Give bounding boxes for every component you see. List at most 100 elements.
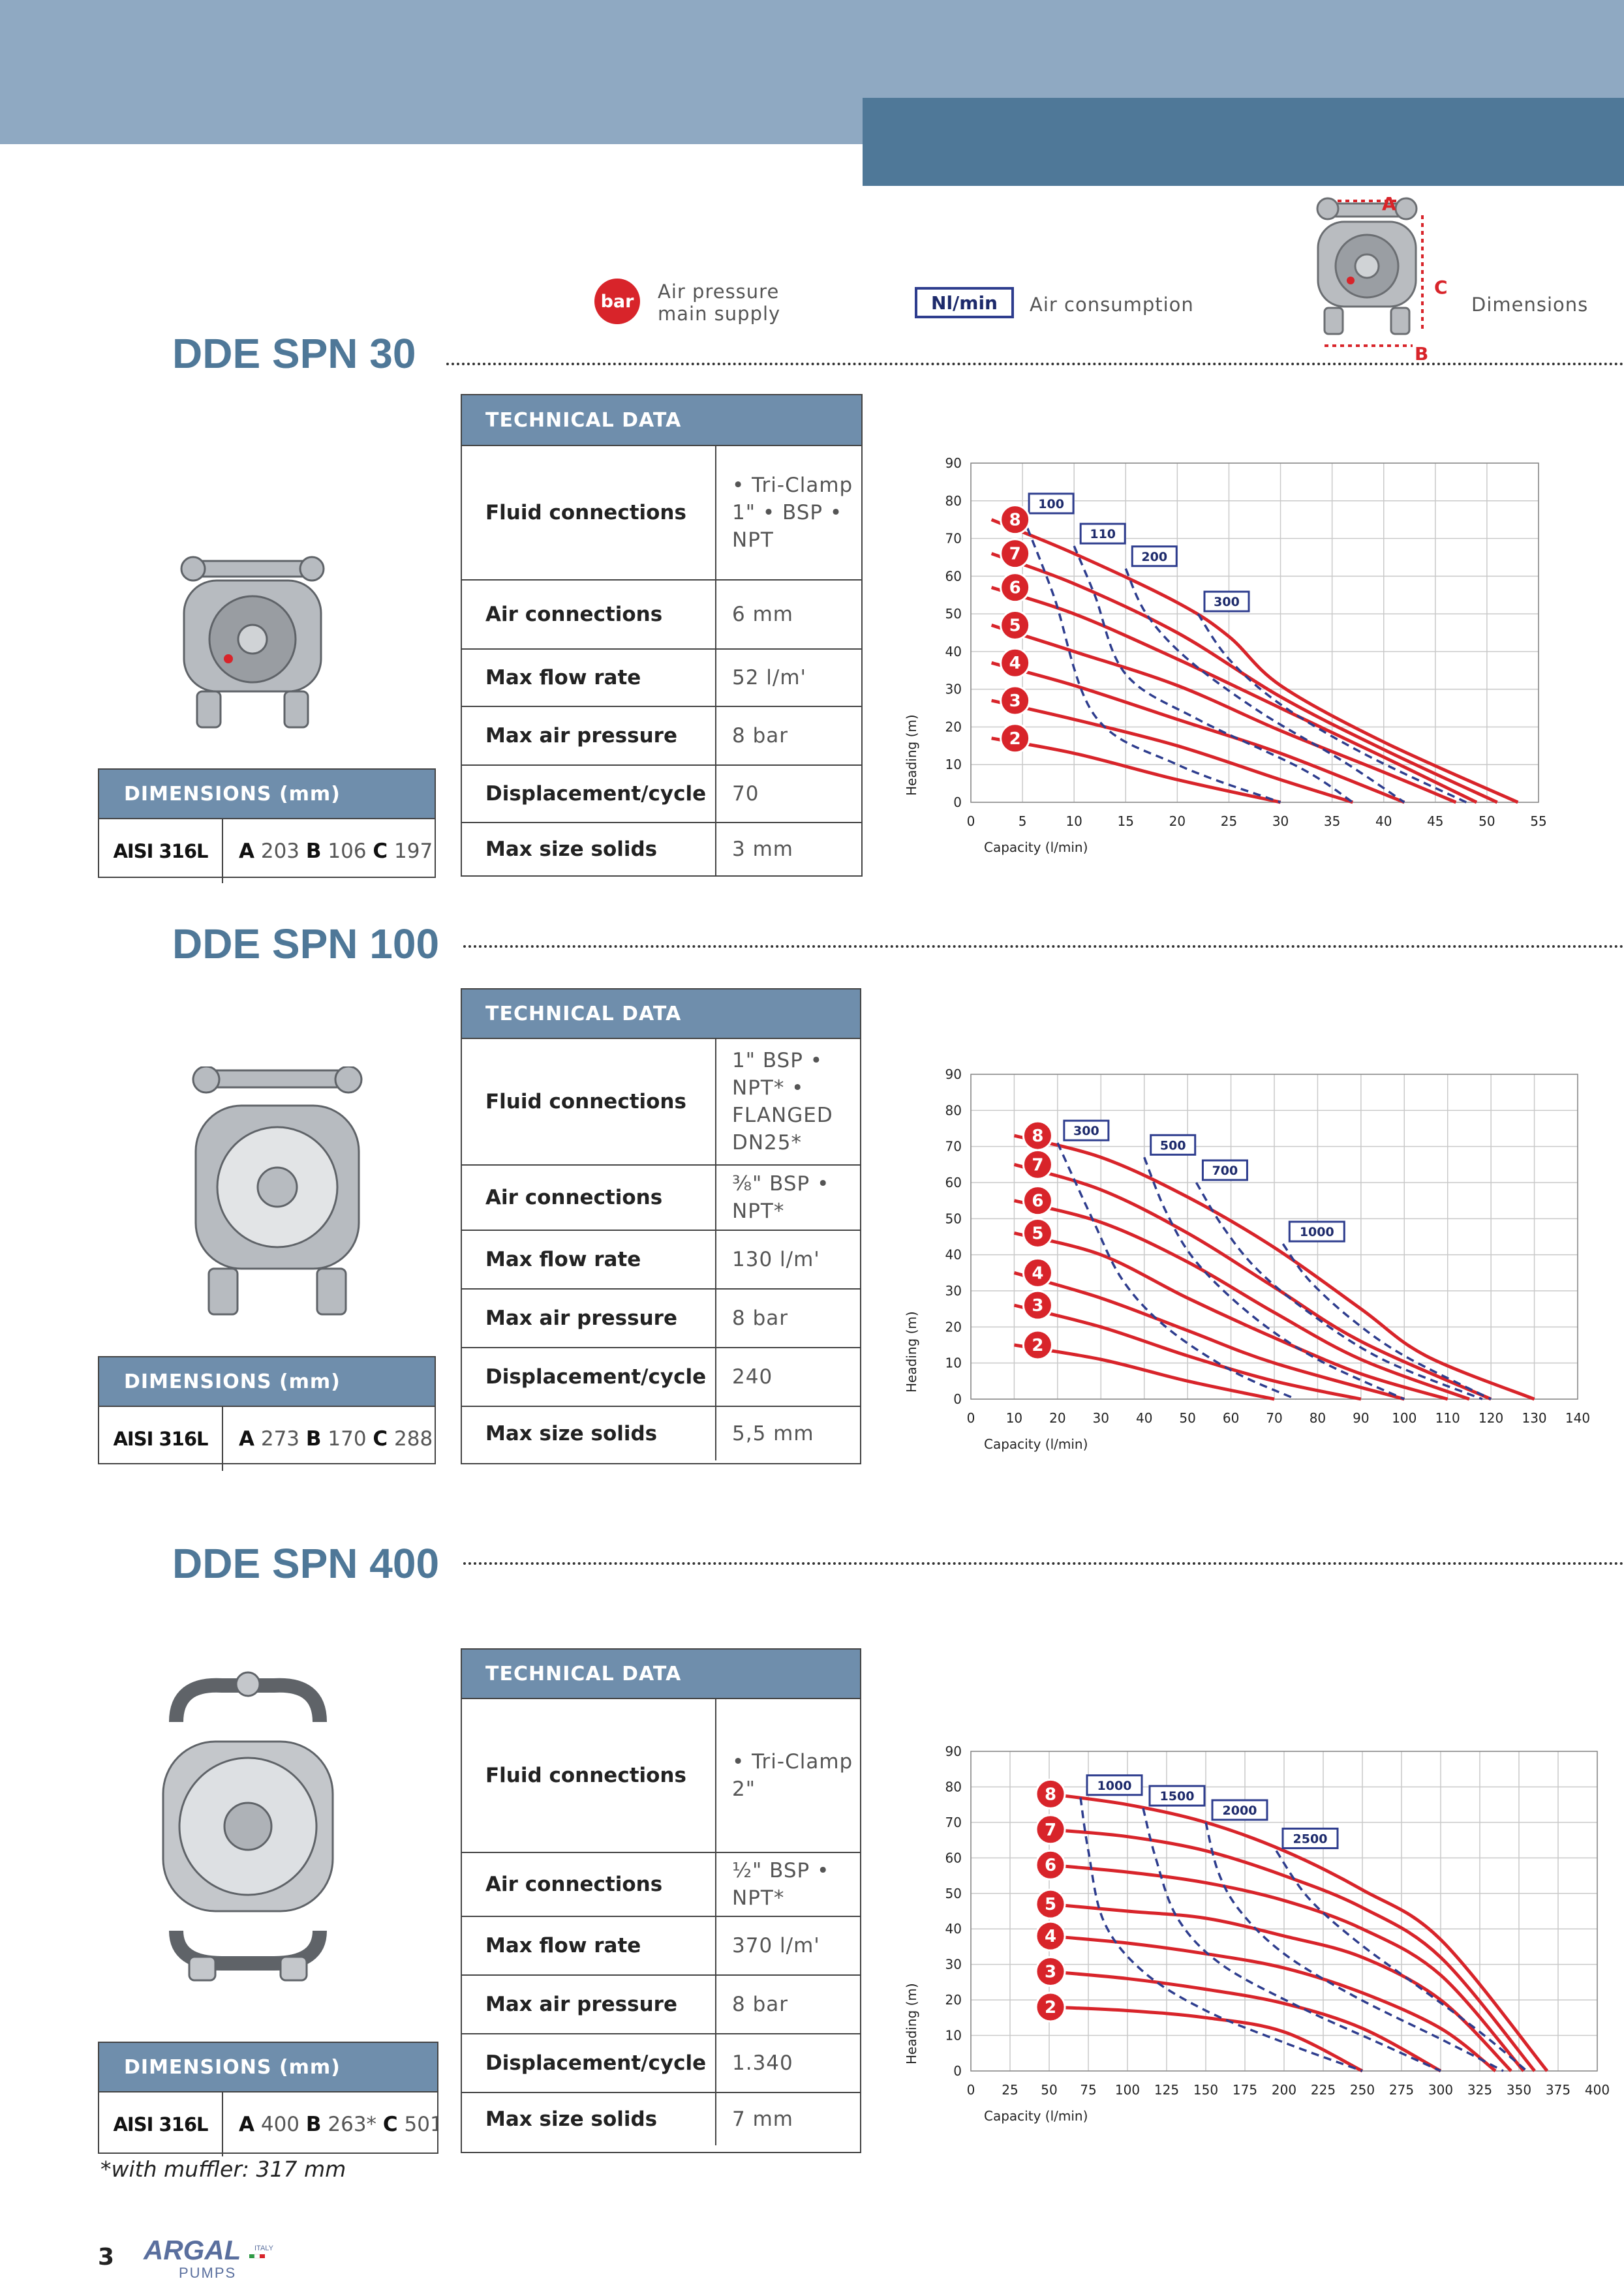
pressure-badge-label: 5 — [1045, 1895, 1056, 1914]
dimensions-table: DIMENSIONS (mm) AISI 316L A 273 B 170 C … — [98, 1356, 436, 1471]
air-consumption-label: 1500 — [1160, 1789, 1195, 1804]
air-consumption-curve — [1195, 1182, 1483, 1400]
x-tick-label: 0 — [967, 1410, 975, 1426]
table-row: Air connections 6 mm — [462, 579, 861, 648]
dim-b-value: 170 — [328, 1427, 367, 1451]
y-tick-label: 90 — [945, 1744, 962, 1759]
dim-letter-a: A — [1382, 193, 1397, 215]
dimensions-pump-icon — [1316, 197, 1424, 347]
row-value: ⅜" BSP • NPT* — [732, 1172, 830, 1223]
pressure-badge — [1022, 1290, 1053, 1321]
pressure-badge — [1022, 1257, 1053, 1288]
y-tick-label: 80 — [945, 1779, 962, 1794]
y-tick-label: 20 — [945, 1992, 962, 2008]
x-tick-label: 120 — [1478, 1410, 1503, 1426]
dim-b-label: B — [305, 839, 322, 863]
row-label: Max size solids — [462, 2093, 716, 2145]
pressure-curve — [1013, 1134, 1535, 1401]
pressure-badge-label: 7 — [1045, 1820, 1056, 1840]
table-row: Displacement/cycle 1.340 — [462, 2033, 860, 2092]
pressure-badge-label: 7 — [1032, 1155, 1043, 1175]
x-axis-title: Capacity (l/min) — [984, 1436, 1088, 1452]
technical-data-table: TECHNICAL DATA Fluid connections 1" BSP … — [461, 988, 861, 1464]
dim-c-label: C — [373, 1427, 388, 1451]
pressure-badge — [1035, 1888, 1066, 1920]
air-consumption-curve — [1275, 1850, 1528, 2072]
x-tick-label: 0 — [967, 813, 975, 829]
dim-b-label: B — [305, 2113, 322, 2136]
air-consumption-box — [1150, 1134, 1197, 1156]
y-tick-label: 90 — [945, 455, 962, 471]
table-row: Displacement/cycle 70 — [462, 764, 861, 822]
air-consumption-label: 200 — [1141, 550, 1167, 564]
row-value: • Tri-Clamp 2" — [732, 1750, 853, 1801]
table-row: Max flow rate 370 l/m' — [462, 1916, 860, 1974]
y-tick-label: 60 — [945, 1175, 962, 1190]
y-tick-label: 20 — [945, 719, 962, 734]
pressure-badge — [1000, 538, 1031, 569]
row-label: Max flow rate — [462, 1231, 716, 1288]
x-tick-label: 0 — [967, 2082, 975, 2098]
air-consumption-label: Air consumption — [1030, 294, 1194, 316]
y-tick-label: 30 — [945, 1283, 962, 1299]
x-tick-label: 150 — [1193, 2082, 1218, 2098]
row-label: Max size solids — [462, 823, 716, 875]
row-label: Max air pressure — [462, 707, 716, 764]
table-row: Air connections ⅜" BSP • NPT* — [462, 1164, 860, 1230]
air-consumption-curve — [1197, 613, 1467, 804]
pressure-badge — [1035, 1778, 1066, 1809]
pressure-badge-label: 6 — [1045, 1856, 1056, 1875]
pressure-badge — [1000, 504, 1031, 536]
main-supply-label: main supply — [658, 303, 781, 325]
x-tick-label: 325 — [1467, 2082, 1492, 2098]
y-tick-label: 70 — [945, 531, 962, 547]
table-row: Fluid connections • Tri-Clamp 1" • BSP •… — [462, 445, 861, 579]
air-consumption-box — [1281, 1827, 1339, 1849]
x-tick-label: 80 — [1310, 1410, 1326, 1426]
dim-c-value: 501 — [404, 2113, 437, 2136]
table-row: Max flow rate 130 l/m' — [462, 1230, 860, 1288]
table-row: Max size solids 3 mm — [462, 822, 861, 875]
air-consumption-curve — [1204, 1822, 1504, 2072]
pressure-badge — [1000, 723, 1031, 754]
dim-c-label: C — [382, 2113, 398, 2136]
y-tick-label: 70 — [945, 1815, 962, 1830]
air-consumption-box — [1063, 1119, 1110, 1141]
x-axis-title: Capacity (l/min) — [984, 2108, 1088, 2124]
header-accent-band — [863, 98, 1624, 186]
air-consumption-label: 300 — [1214, 595, 1240, 609]
y-tick-label: 40 — [945, 1921, 962, 1937]
dim-c-value: 197 — [394, 839, 433, 863]
x-tick-label: 400 — [1585, 2082, 1610, 2098]
row-value: 8 bar — [732, 1993, 788, 2016]
dimensions-row: AISI 316L A 400 B 263* C 501 — [99, 2091, 437, 2156]
x-tick-label: 10 — [1065, 813, 1082, 829]
y-tick-label: 80 — [945, 1102, 962, 1118]
x-tick-label: 20 — [1049, 1410, 1065, 1426]
title-divider — [463, 1562, 1624, 1565]
pressure-badge — [1035, 1814, 1066, 1845]
dim-letter-b: B — [1415, 343, 1430, 365]
row-value: 3 mm — [732, 838, 793, 861]
pressure-badge — [1022, 1120, 1053, 1151]
dimensions-header: DIMENSIONS (mm) — [99, 2043, 437, 2091]
x-tick-label: 100 — [1115, 2082, 1140, 2098]
x-tick-label: 50 — [1179, 1410, 1195, 1426]
row-label: Max air pressure — [462, 1976, 716, 2033]
dim-c-value: 288 — [394, 1427, 433, 1451]
pressure-badge — [1035, 1956, 1066, 1987]
y-tick-label: 0 — [953, 2063, 962, 2079]
dimensions-label: Dimensions — [1471, 294, 1589, 316]
x-tick-label: 35 — [1324, 813, 1340, 829]
pressure-curve — [1013, 1271, 1405, 1401]
y-tick-label: 50 — [945, 606, 962, 622]
pressure-curve — [1049, 1902, 1512, 2072]
pressure-curve — [1049, 1828, 1536, 2072]
performance-chart: 0 10 20 30 40 50 60 70 80 90 100 110 120 130 140 0 10 20 3… — [904, 1066, 1590, 1452]
x-tick-label: 130 — [1522, 1410, 1546, 1426]
y-tick-label: 10 — [945, 2028, 962, 2044]
technical-data-header: TECHNICAL DATA — [462, 1650, 860, 1698]
x-tick-label: 45 — [1427, 813, 1443, 829]
x-tick-label: 40 — [1375, 813, 1392, 829]
table-row: Air connections ½" BSP • NPT* — [462, 1852, 860, 1916]
